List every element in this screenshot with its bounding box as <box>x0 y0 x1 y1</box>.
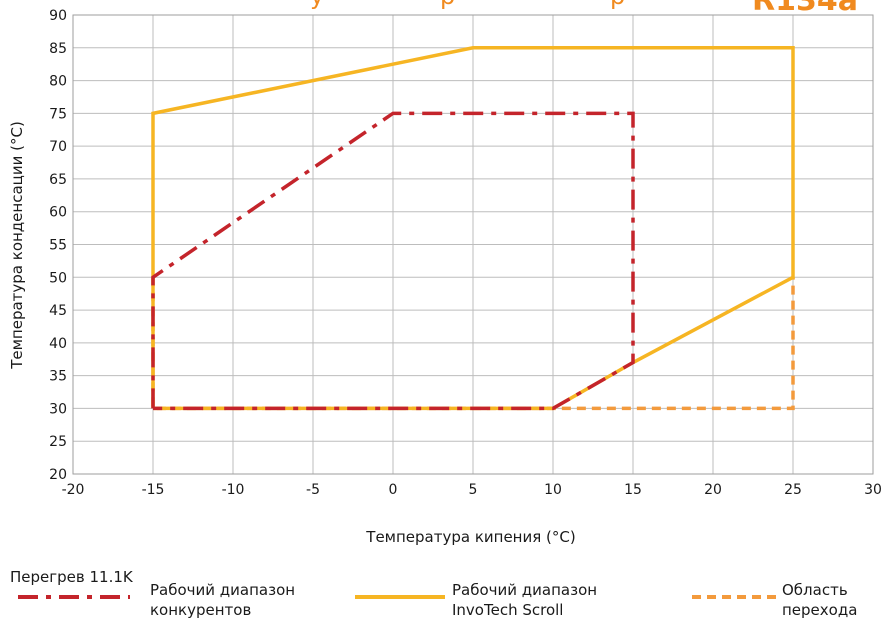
x-tick-label: -15 <box>142 482 165 498</box>
y-tick-label: 45 <box>49 303 67 319</box>
y-tick-label: 80 <box>49 74 67 90</box>
x-tick-label: -20 <box>62 482 85 498</box>
legend-label-invotech-line1: Рабочий диапазон <box>452 581 597 599</box>
grid <box>72 14 874 475</box>
legend-label-transition-line2: перехода <box>782 601 857 619</box>
y-tick-label: 20 <box>49 467 67 483</box>
legend-label-competitors-line1: Рабочий диапазон <box>150 581 295 599</box>
y-tick-label: 35 <box>49 369 67 385</box>
legend: Рабочий диапазон конкурентов Рабочий диа… <box>18 581 857 619</box>
title-fragment-1: у <box>310 0 324 10</box>
x-axis-title: Температура кипения (°C) <box>365 528 575 546</box>
y-tick-label: 85 <box>49 41 67 57</box>
x-tick-label: 0 <box>389 482 398 498</box>
y-tick-label: 30 <box>49 401 67 417</box>
y-tick-labels: 20 25 30 35 40 45 50 55 60 65 70 75 80 85 90 <box>49 8 67 483</box>
y-tick-label: 70 <box>49 139 67 155</box>
x-tick-label: 5 <box>469 482 478 498</box>
y-tick-label: 55 <box>49 238 67 254</box>
x-tick-label: 25 <box>784 482 802 498</box>
legend-label-transition-line1: Область <box>782 581 848 599</box>
x-tick-label: -5 <box>306 482 320 498</box>
title-fragment-2: р <box>440 0 455 10</box>
plot-frame <box>72 14 874 475</box>
title-fragment-3: р <box>610 0 625 10</box>
series-line-1 <box>151 111 635 411</box>
x-tick-labels: -20 -15 -10 -5 0 5 10 15 20 25 30 <box>62 482 882 498</box>
y-tick-label: 60 <box>49 205 67 221</box>
y-tick-label: 90 <box>49 8 67 24</box>
y-tick-label: 40 <box>49 336 67 352</box>
x-tick-label: 20 <box>704 482 722 498</box>
series-layer <box>151 46 795 411</box>
title-fragment-4: R134a <box>752 0 858 18</box>
chart-title: у р р R134a <box>310 0 858 18</box>
y-tick-label: 75 <box>49 106 67 122</box>
legend-label-competitors-line2: конкурентов <box>150 601 251 619</box>
legend-item-invotech: Рабочий диапазон InvoTech Scroll <box>355 581 597 619</box>
y-tick-label: 65 <box>49 172 67 188</box>
y-axis-title: Температура конденсации (°C) <box>8 121 26 370</box>
x-tick-label: -10 <box>222 482 245 498</box>
superheat-note: Перегрев 11.1K <box>10 568 134 586</box>
legend-item-competitors: Рабочий диапазон конкурентов <box>18 581 295 619</box>
x-tick-label: 30 <box>864 482 882 498</box>
legend-item-transition: Область перехода <box>692 581 857 619</box>
y-tick-label: 25 <box>49 434 67 450</box>
x-tick-label: 15 <box>624 482 642 498</box>
y-tick-label: 50 <box>49 270 67 286</box>
legend-label-invotech-line2: InvoTech Scroll <box>452 601 563 619</box>
x-tick-label: 10 <box>544 482 562 498</box>
